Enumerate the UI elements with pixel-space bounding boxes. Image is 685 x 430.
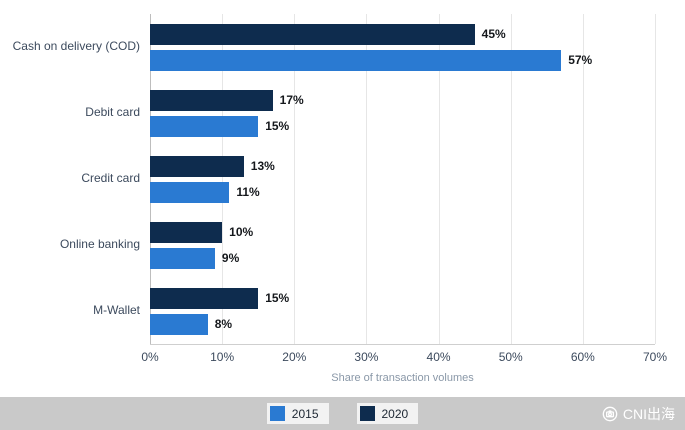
x-tick-label: 0% (141, 350, 159, 364)
gridline (582, 14, 584, 344)
x-tick-label: 40% (426, 350, 451, 364)
category-label: Online banking (59, 237, 140, 252)
value-label: 17% (279, 93, 304, 107)
gridline (294, 14, 296, 344)
gridline (510, 14, 512, 344)
x-tick-label: 70% (642, 350, 668, 364)
x-tick-label: 20% (282, 350, 307, 364)
legend-swatch-2020 (359, 406, 375, 421)
value-label: 45% (481, 27, 506, 41)
bar-pair: 17% 15% (150, 80, 655, 146)
bar-2015[interactable] (150, 115, 259, 137)
value-label: 10% (229, 225, 254, 239)
bar-pair: 10% 9% (150, 212, 655, 278)
bar-2015[interactable] (150, 49, 562, 71)
value-label: 11% (236, 185, 260, 199)
gridline (150, 14, 151, 344)
bar-2015[interactable] (150, 181, 230, 203)
legend-label-2015: 2015 (291, 406, 319, 421)
bar-2015[interactable] (150, 247, 215, 269)
watermark: CNI出海 (602, 397, 675, 430)
watermark-text: CNI出海 (622, 405, 675, 422)
bar-pair: 15% 8% (150, 278, 655, 344)
legend-label-2020: 2020 (381, 406, 409, 421)
x-tick-label: 50% (498, 350, 523, 364)
legend-swatch-2015 (269, 406, 285, 421)
gridline (655, 14, 656, 344)
bar-2020[interactable] (150, 221, 223, 243)
category-label: Cash on delivery (COD) (12, 39, 140, 54)
plot-area (150, 14, 656, 345)
category-group: M-Wallet 15% 8% (0, 278, 655, 344)
bar-2015[interactable] (150, 313, 208, 335)
x-tick-label: 60% (570, 350, 595, 364)
legend-item-2015[interactable]: 2015 (266, 403, 329, 424)
x-tick-label: 30% (354, 350, 379, 364)
legend-item-2020[interactable]: 2020 (356, 403, 419, 424)
bar-2020[interactable] (150, 89, 273, 111)
value-label: 57% (568, 53, 593, 67)
x-axis-ticks: 0% 10% 20% 30% 40% 50% 60% 70% (141, 350, 667, 366)
category-label: Debit card (85, 105, 140, 120)
legend: 2015 2020 (253, 403, 432, 424)
gridline (366, 14, 368, 344)
camera-icon (602, 406, 618, 422)
bar-2020[interactable] (150, 155, 244, 177)
value-label: 9% (221, 251, 240, 265)
x-tick-label: 10% (210, 350, 235, 364)
value-label: 15% (265, 119, 290, 133)
category-group: Credit card 13% 11% (0, 146, 655, 212)
bar-pair: 13% 11% (150, 146, 655, 212)
category-group: Debit card 17% 15% (0, 80, 655, 146)
category-label: Credit card (81, 171, 140, 186)
gridline (222, 14, 224, 344)
category-label: M-Wallet (93, 303, 140, 318)
value-label: 8% (214, 317, 233, 331)
bar-2020[interactable] (150, 23, 475, 45)
bar-groups: Cash on delivery (COD) 45% 57% Debit card 17… (0, 14, 655, 344)
x-axis-title: Share of transaction volumes (331, 372, 474, 384)
value-label: 15% (265, 291, 290, 305)
category-group: Cash on delivery (COD) 45% 57% (0, 14, 655, 80)
value-label: 13% (250, 159, 275, 173)
gridline (438, 14, 440, 344)
bar-pair: 45% 57% (150, 14, 655, 80)
bar-2020[interactable] (150, 287, 259, 309)
category-group: Online banking 10% 9% (0, 212, 655, 278)
footer-band: 2015 2020 CNI出海 (0, 397, 685, 430)
